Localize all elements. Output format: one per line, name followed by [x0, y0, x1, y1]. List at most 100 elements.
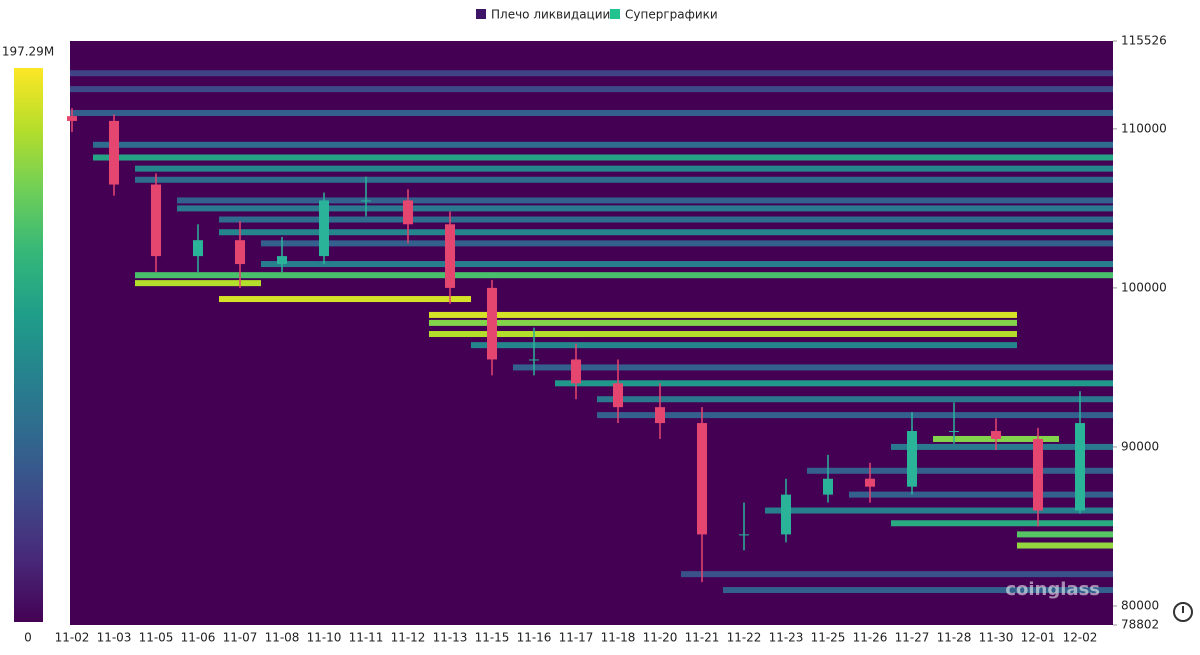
colorbar — [14, 68, 43, 622]
candle-body — [1075, 423, 1085, 511]
legend-label: Суперграфики — [625, 8, 718, 22]
x-tick-label: 11-06 — [181, 631, 216, 645]
x-tick-label: 11-22 — [727, 631, 762, 645]
x-tick-label: 11-25 — [811, 631, 846, 645]
liquidation-level — [429, 319, 1017, 326]
candle-body — [319, 200, 329, 257]
x-tick-label: 11-10 — [307, 631, 342, 645]
liquidation-level — [219, 229, 1113, 236]
y-tick-label: 115526 — [1121, 34, 1167, 48]
liquidation-level — [1017, 531, 1113, 538]
liquidation-level — [177, 197, 1113, 204]
candle-body — [991, 431, 1001, 439]
liquidation-level — [219, 216, 1113, 223]
candle-body — [109, 120, 119, 185]
x-tick-label: 11-28 — [937, 631, 972, 645]
colorbar-tick-label: 0 — [24, 631, 32, 645]
liquidation-level — [891, 443, 1113, 450]
candle-body — [529, 359, 539, 361]
liquidation-level — [93, 141, 1113, 148]
watermark: coinglass — [1005, 579, 1100, 600]
candle-body — [949, 431, 959, 433]
legend-swatch — [610, 9, 620, 19]
liquidation-level — [555, 380, 1113, 387]
y-tick-label: 78802 — [1121, 618, 1159, 632]
settings-icon[interactable] — [1173, 602, 1193, 622]
liquidation-level — [70, 70, 1113, 77]
x-tick-label: 11-26 — [853, 631, 888, 645]
x-tick-label: 12-01 — [1021, 631, 1056, 645]
x-tick-label: 11-27 — [895, 631, 930, 645]
x-tick-label: 11-23 — [769, 631, 804, 645]
candle-body — [655, 407, 665, 424]
liquidation-level — [429, 331, 1017, 338]
x-tick-label: 11-21 — [685, 631, 720, 645]
candle-body — [403, 200, 413, 225]
candle-body — [361, 200, 371, 202]
x-tick-label: 11-03 — [97, 631, 132, 645]
candle-body — [277, 256, 287, 265]
plot-area — [67, 41, 1113, 625]
legend-label: Плечо ликвидации — [491, 8, 610, 22]
liquidation-level — [807, 467, 1113, 474]
candle-body — [865, 478, 875, 487]
liquidation-level — [597, 412, 1113, 419]
liquidation-level — [513, 364, 1113, 371]
candle-body — [487, 287, 497, 360]
candle-body — [739, 534, 749, 536]
colorbar-tick-label: 197.29M — [2, 45, 54, 59]
liquidation-level — [891, 520, 1113, 527]
x-tick-label: 11-11 — [349, 631, 384, 645]
x-tick-label: 12-02 — [1063, 631, 1098, 645]
candle-body — [907, 431, 917, 487]
x-tick-label: 11-02 — [55, 631, 90, 645]
liquidation-level — [261, 240, 1113, 247]
liquidation-level — [849, 491, 1113, 498]
liquidation-level — [177, 205, 1113, 212]
liquidation-level — [597, 396, 1113, 403]
liquidation-level — [1017, 542, 1113, 549]
liquidation-level — [261, 261, 1113, 268]
y-tick-label: 90000 — [1121, 439, 1159, 453]
liquidation-level — [135, 280, 261, 287]
x-tick-label: 11-08 — [265, 631, 300, 645]
liquidation-level — [70, 109, 1113, 116]
candle-body — [1033, 438, 1043, 511]
liquidation-level — [135, 165, 1113, 172]
x-tick-label: 11-20 — [643, 631, 678, 645]
liquidation-level — [70, 86, 1113, 93]
x-tick-label: 11-30 — [979, 631, 1014, 645]
candle-body — [151, 184, 161, 257]
y-tick-label: 80000 — [1121, 598, 1159, 612]
candle-body — [697, 423, 707, 535]
x-tick-label: 11-07 — [223, 631, 258, 645]
liquidation-level — [765, 507, 1113, 514]
x-tick-label: 11-18 — [601, 631, 636, 645]
y-tick-label: 110000 — [1121, 121, 1167, 135]
x-tick-label: 11-16 — [517, 631, 552, 645]
x-tick-label: 11-15 — [475, 631, 510, 645]
candle-body — [781, 494, 791, 535]
x-tick-label: 11-17 — [559, 631, 594, 645]
candle-body — [571, 359, 581, 384]
liquidation-level — [429, 311, 1017, 318]
candle-body — [193, 240, 203, 257]
liquidation-level — [135, 176, 1113, 183]
candle-body — [67, 116, 77, 121]
candle-body — [613, 383, 623, 408]
x-tick-label: 11-05 — [139, 631, 174, 645]
liquidation-level — [723, 587, 1113, 594]
candle-body — [445, 224, 455, 288]
x-tick-label: 11-12 — [391, 631, 426, 645]
liquidation-level — [93, 154, 1113, 161]
x-tick-label: 11-13 — [433, 631, 468, 645]
liquidation-level — [219, 296, 471, 303]
liquidation-level — [135, 272, 1113, 279]
liquidation-level — [471, 342, 1017, 349]
y-tick-label: 100000 — [1121, 280, 1167, 294]
liquidation-level — [681, 571, 1113, 578]
legend-swatch — [476, 9, 486, 19]
candle-body — [235, 240, 245, 265]
candle-body — [823, 478, 833, 495]
